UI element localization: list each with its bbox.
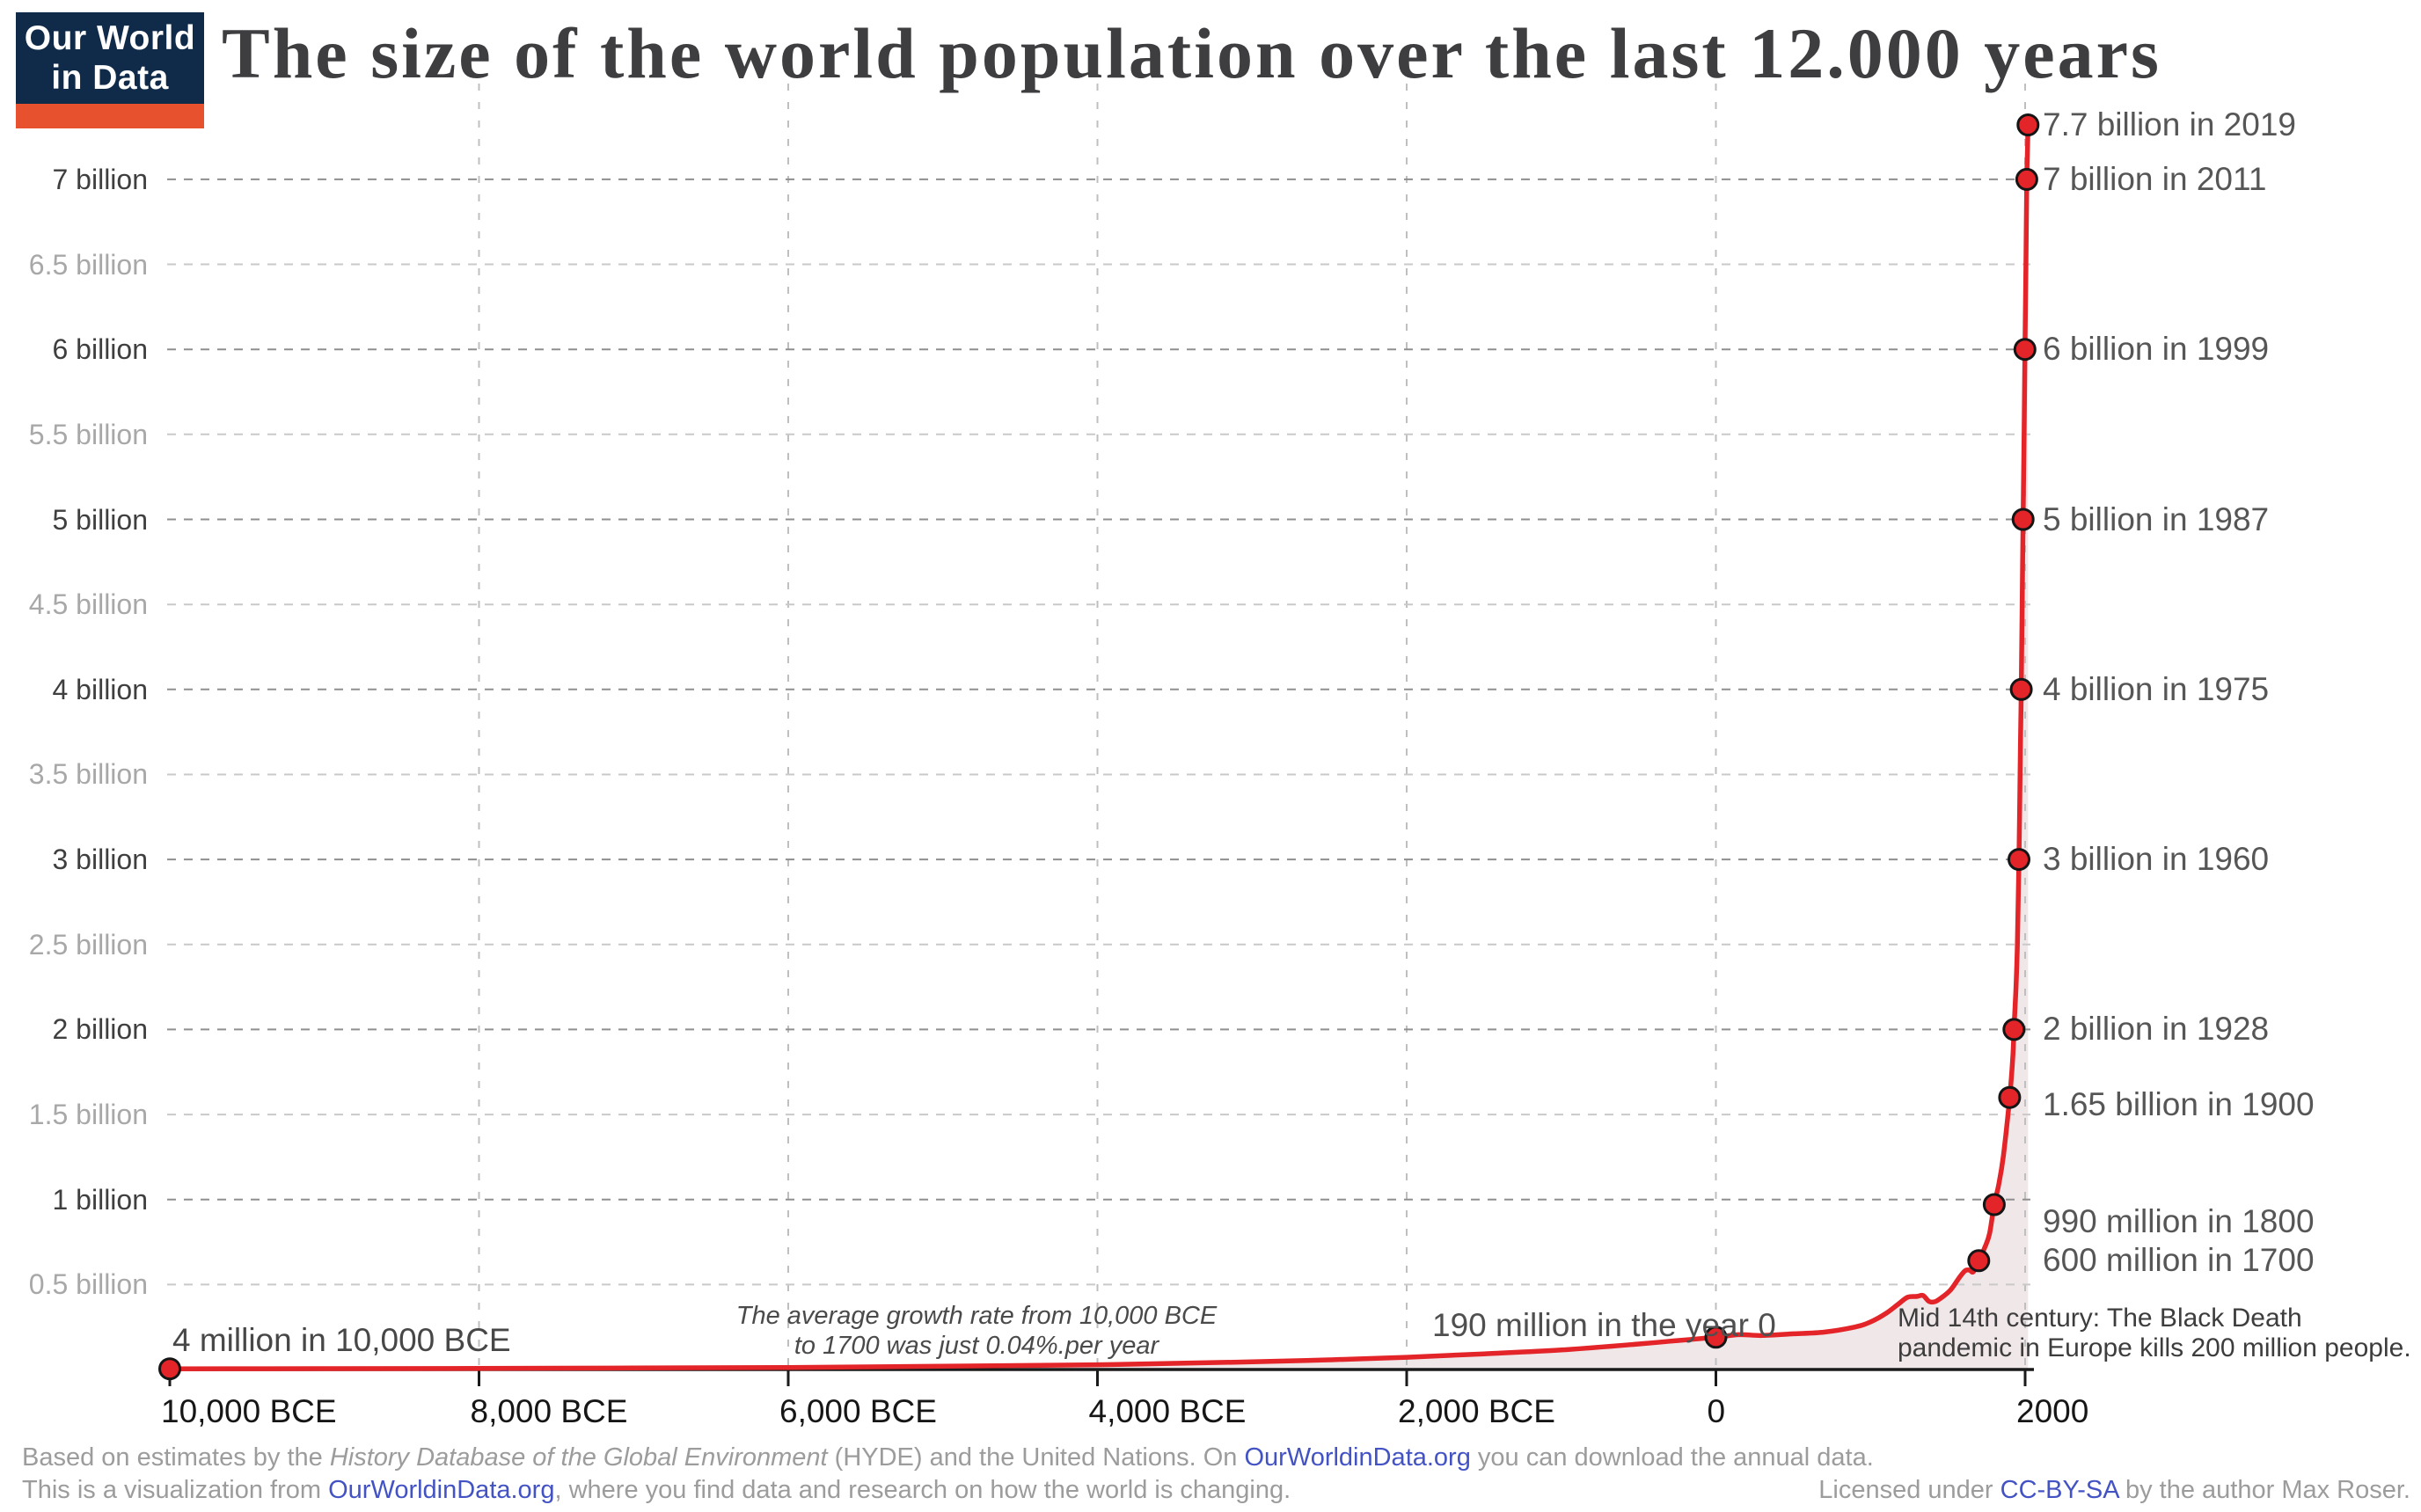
milestone-dot bbox=[2013, 338, 2037, 362]
y-axis-label: 1 billion bbox=[52, 1183, 148, 1216]
owid-logo-accent-strip bbox=[16, 104, 204, 128]
milestone-dot bbox=[2002, 1018, 2026, 1041]
milestone-dot bbox=[1982, 1193, 2006, 1216]
footer-source-database-name: History Database of the Global Environme… bbox=[329, 1443, 828, 1472]
annotation-black-death-line1: Mid 14th century: The Black Death bbox=[1898, 1304, 2302, 1333]
annotation-black-death-line2: pandemic in Europe kills 200 million peo… bbox=[1898, 1333, 2411, 1362]
milestone-label: 600 million in 1700 bbox=[2043, 1242, 2315, 1279]
milestone-label: 4 billion in 1975 bbox=[2043, 670, 2270, 707]
x-axis-label: 10,000 BCE bbox=[161, 1393, 337, 1429]
milestone-dot bbox=[1998, 1085, 2022, 1109]
x-axis-label: 0 bbox=[1707, 1393, 1726, 1429]
milestone-label: 7.7 billion in 2019 bbox=[2043, 106, 2296, 143]
annotation-first-datapoint: 4 million in 10,000 BCE bbox=[172, 1322, 511, 1358]
y-axis-label: 6 billion bbox=[52, 333, 148, 366]
y-axis-label: 3.5 billion bbox=[28, 758, 148, 791]
y-axis-label: 1.5 billion bbox=[28, 1099, 148, 1131]
owid-logo-line2: in Data bbox=[51, 59, 169, 97]
milestone-label: 1.65 billion in 1900 bbox=[2043, 1085, 2315, 1122]
chart-title: The size of the world population over th… bbox=[222, 13, 2161, 93]
y-axis-label: 2 billion bbox=[52, 1013, 148, 1046]
y-axis-label: 6.5 billion bbox=[28, 248, 148, 281]
x-axis-label: 2,000 BCE bbox=[1398, 1393, 1555, 1429]
y-axis-label: 5.5 billion bbox=[28, 418, 148, 450]
annotation-black-death: Mid 14th century: The Black Death pandem… bbox=[1898, 1304, 2411, 1363]
x-axis-label: 4,000 BCE bbox=[1088, 1393, 1247, 1429]
milestone-label: 7 billion in 2011 bbox=[2043, 160, 2267, 197]
annotation-growth-rate-line1: The average growth rate from 10,000 BCE bbox=[735, 1302, 1218, 1330]
milestone-dot bbox=[2016, 113, 2040, 136]
x-axis-label: 2000 bbox=[2016, 1393, 2089, 1429]
milestone-dot bbox=[1967, 1249, 1991, 1273]
footer-source-line: Based on estimates by the History Databa… bbox=[22, 1443, 1874, 1472]
footer-source-text-1: Based on estimates by the bbox=[22, 1443, 330, 1472]
y-axis-label: 4 billion bbox=[52, 673, 148, 705]
milestone-label: 2 billion in 1928 bbox=[2043, 1011, 2270, 1048]
y-axis-label: 5 billion bbox=[52, 503, 148, 536]
milestone-dot bbox=[158, 1357, 181, 1381]
footer-license-text-1: Licensed under bbox=[1818, 1476, 2000, 1504]
milestone-dot bbox=[1704, 1326, 1728, 1349]
footer-owid-link-1[interactable]: OurWorldinData.org bbox=[1244, 1443, 1471, 1472]
milestone-dot bbox=[2011, 508, 2035, 531]
milestone-dot bbox=[2008, 848, 2030, 872]
y-axis-label: 7 billion bbox=[52, 163, 148, 195]
owid-logo-background bbox=[16, 12, 204, 104]
y-axis-label: 0.5 billion bbox=[28, 1268, 148, 1301]
owid-logo-line1: Our World bbox=[24, 19, 196, 57]
annotation-growth-rate-line2: to 1700 was just 0.04%.per year bbox=[794, 1332, 1159, 1360]
footer-owid-link-2[interactable]: OurWorldinData.org bbox=[328, 1476, 555, 1504]
milestone-label: 6 billion in 1999 bbox=[2043, 331, 2270, 368]
footer-license-line: Licensed under CC-BY-SA by the author Ma… bbox=[1818, 1475, 2410, 1505]
owid-logo-text: Our World in Data bbox=[16, 18, 204, 98]
annotation-growth-rate: The average growth rate from 10,000 BCE … bbox=[721, 1301, 1232, 1361]
footer-source-text-2: (HYDE) and the United Nations. On bbox=[827, 1443, 1245, 1472]
milestone-dot bbox=[2015, 167, 2038, 191]
milestone-label: 5 billion in 1987 bbox=[2043, 500, 2270, 537]
footer-visualization-line: This is a visualization from OurWorldinD… bbox=[22, 1475, 1291, 1505]
y-axis-label: 2.5 billion bbox=[28, 928, 148, 961]
owid-logo: Our World in Data bbox=[16, 12, 204, 128]
footer-license-link[interactable]: CC-BY-SA bbox=[2000, 1476, 2118, 1504]
population-area-fill bbox=[170, 125, 2029, 1370]
annotation-year-zero: 190 million in the year 0 bbox=[1432, 1307, 1776, 1343]
footer-source-text-3: you can download the annual data. bbox=[1470, 1443, 1874, 1472]
footer-visualization-text-2: , where you find data and research on ho… bbox=[554, 1476, 1291, 1504]
x-axis-label: 6,000 BCE bbox=[779, 1393, 937, 1429]
y-axis-label: 3 billion bbox=[52, 844, 148, 876]
y-axis-label: 4.5 billion bbox=[28, 588, 148, 621]
milestone-label: 3 billion in 1960 bbox=[2043, 841, 2270, 878]
milestone-label: 990 million in 1800 bbox=[2043, 1203, 2315, 1240]
x-axis-label: 8,000 BCE bbox=[470, 1393, 628, 1429]
milestone-dot bbox=[2009, 677, 2033, 701]
population-curve bbox=[167, 122, 2031, 1371]
footer-visualization-text-1: This is a visualization from bbox=[22, 1476, 329, 1504]
footer-license-text-2: by the author Max Roser. bbox=[2117, 1476, 2410, 1504]
